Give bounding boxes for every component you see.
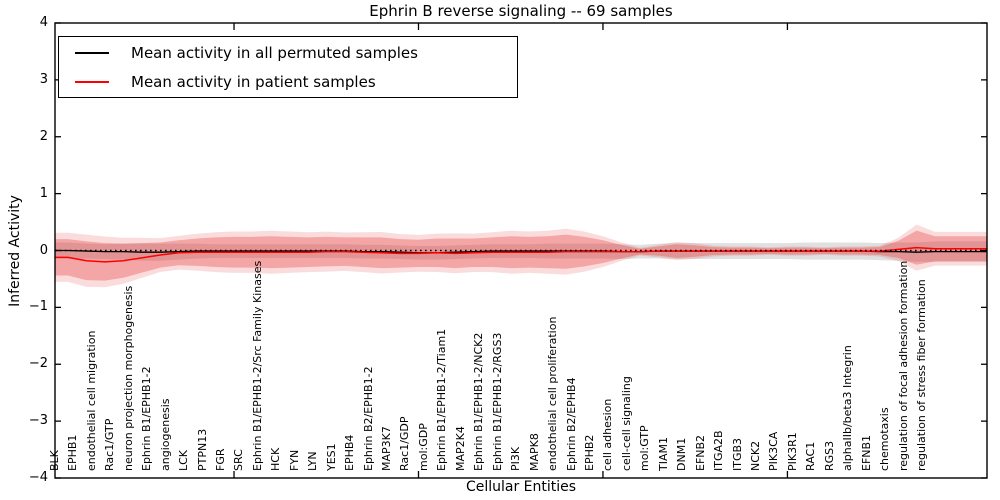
x-category-label: ITGB3 <box>730 437 744 471</box>
x-category-label: ITGA2B <box>712 430 726 471</box>
x-category-label: FYN <box>287 449 301 471</box>
patient-band-outer <box>55 224 987 288</box>
legend-row-permuted: Mean activity in all permuted samples <box>59 39 517 66</box>
patient-band-inner <box>55 230 987 281</box>
legend-label-permuted: Mean activity in all permuted samples <box>131 43 418 62</box>
patient-line-swatch <box>75 80 109 83</box>
x-category-label: YES1 <box>324 443 338 471</box>
x-category-label: Ephrin B1/EPHB1-2/Tiam1 <box>435 328 449 471</box>
legend: Mean activity in all permuted samples Me… <box>58 36 518 98</box>
x-category-label: cell adhesion <box>601 398 615 471</box>
y-tick-label: −3 <box>28 413 48 429</box>
permuted-line-swatch <box>75 51 109 54</box>
x-category-label: EFNB2 <box>693 434 707 471</box>
x-category-label: cell-cell signaling <box>619 376 633 471</box>
x-category-label: MAP2K4 <box>453 426 467 471</box>
y-tick-label: −2 <box>28 356 48 372</box>
y-tick-label: 2 <box>39 128 48 144</box>
x-category-label: PIK3CA <box>767 431 781 471</box>
y-tick-label: −4 <box>28 470 48 485</box>
y-tick-label: 0 <box>39 242 48 258</box>
x-category-label: EFNB1 <box>859 434 873 471</box>
patient-mean-line <box>55 246 987 263</box>
x-category-label: RGS3 <box>822 440 836 471</box>
x-category-label: Ephrin B1/EPHB1-2/Src Family Kinases <box>250 260 264 471</box>
x-category-label: EPHB1 <box>66 434 80 471</box>
x-category-label: mol:GTP <box>638 425 652 471</box>
x-category-label: FGR <box>214 448 228 472</box>
x-category-label: NCK2 <box>748 440 762 471</box>
x-category-label: RAC1 <box>804 441 818 471</box>
legend-label-patient: Mean activity in patient samples <box>131 72 376 91</box>
x-category-label: TIAM1 <box>656 437 670 471</box>
y-tick-label: 4 <box>39 15 48 30</box>
x-category-label: Ephrin B1/EPHB1-2/NCK2 <box>472 332 486 471</box>
x-category-label: PTPN13 <box>195 428 209 471</box>
x-category-label: DNM1 <box>675 437 689 471</box>
y-tick-label: 1 <box>39 185 48 201</box>
x-category-label: PIK3R1 <box>785 432 799 471</box>
x-category-label: regulation of stress fiber formation <box>915 279 928 471</box>
x-category-label: PI3K <box>509 446 523 471</box>
x-category-label: Rac1/GDP <box>398 416 412 471</box>
x-category-label: SRC <box>232 449 246 471</box>
x-category-label: BLK <box>48 450 61 471</box>
x-category-label: Ephrin B1/EPHB1-2 <box>140 366 154 471</box>
x-category-label: neuron projection morphogenesis <box>121 285 135 471</box>
chart-title: Ephrin B reverse signaling -- 69 samples <box>369 2 673 20</box>
x-category-label: alphaIIb/beta3 Integrin <box>841 345 855 471</box>
x-category-label: EPHB4 <box>343 434 357 471</box>
legend-row-patient: Mean activity in patient samples <box>59 68 517 95</box>
x-category-label: LYN <box>306 451 320 471</box>
x-category-label: Rac1/GTP <box>103 418 117 471</box>
x-category-label: EPHB2 <box>582 434 596 471</box>
x-category-label: chemotaxis <box>878 407 892 471</box>
x-category-label: LCK <box>177 449 191 471</box>
x-category-label: MAP3K7 <box>380 426 394 471</box>
x-category-label: Ephrin B2/EPHB1-2 <box>361 366 375 471</box>
x-category-label: Ephrin B1/EPHB1-2/RGS3 <box>490 332 504 471</box>
y-tick-label: −1 <box>28 299 48 315</box>
y-tick-label: 3 <box>39 71 48 87</box>
x-category-label: endothelial cell migration <box>84 330 98 471</box>
x-category-label: HCK <box>269 447 283 471</box>
x-category-label: endothelial cell proliferation <box>546 316 560 471</box>
x-category-label: angiogenesis <box>158 398 172 472</box>
x-axis-label: Cellular Entities <box>465 479 577 495</box>
x-category-label: regulation of focal adhesion formation <box>896 260 910 471</box>
x-category-label: mol:GDP <box>416 423 430 471</box>
x-category-label: MAPK8 <box>527 433 541 471</box>
x-category-label: Ephrin B2/EPHB4 <box>564 377 578 471</box>
